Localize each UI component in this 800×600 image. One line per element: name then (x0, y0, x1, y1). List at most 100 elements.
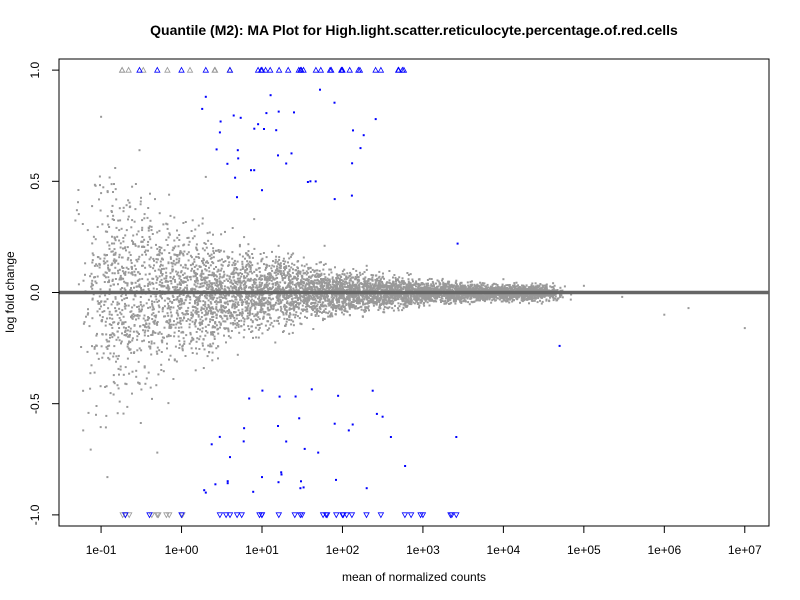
background-point (354, 277, 357, 280)
background-point (166, 347, 168, 350)
background-point (180, 271, 183, 274)
background-point (184, 221, 187, 223)
background-point (390, 283, 393, 286)
background-point (271, 286, 274, 289)
background-point (199, 324, 202, 327)
non-significant-point (365, 264, 368, 267)
background-point (241, 255, 244, 258)
background-point (120, 342, 122, 345)
background-point (256, 293, 259, 296)
background-point (177, 271, 180, 274)
background-point (130, 281, 133, 284)
background-point (343, 283, 346, 286)
background-point (168, 252, 171, 254)
background-point (85, 315, 87, 318)
background-point (106, 191, 109, 194)
background-point (344, 286, 347, 289)
background-point (506, 288, 509, 291)
background-point (412, 301, 415, 304)
background-point (125, 304, 128, 307)
background-point (345, 304, 348, 306)
background-point (511, 300, 514, 303)
background-point (240, 286, 243, 289)
background-point (181, 299, 184, 302)
background-point (361, 272, 364, 275)
background-point (348, 285, 351, 288)
background-point (184, 299, 187, 301)
background-point (212, 319, 214, 322)
background-point (332, 293, 335, 296)
background-point (345, 298, 347, 301)
background-point (87, 411, 90, 414)
background-point (105, 271, 108, 274)
background-point (236, 322, 239, 324)
background-point (127, 268, 130, 270)
background-point (109, 336, 111, 339)
background-point (161, 308, 164, 310)
background-point (201, 247, 204, 250)
background-point (90, 272, 93, 275)
background-point (427, 282, 429, 285)
background-point (139, 303, 142, 306)
background-point (213, 252, 215, 255)
background-point (221, 317, 224, 320)
background-point (348, 279, 351, 282)
background-point (218, 308, 221, 311)
background-point (149, 238, 152, 241)
background-point (141, 226, 144, 229)
background-point (349, 277, 352, 280)
background-point (179, 287, 182, 289)
background-point (207, 305, 210, 308)
background-point (288, 289, 291, 292)
background-point (253, 301, 256, 304)
background-point (446, 282, 449, 285)
background-point (256, 262, 259, 265)
background-point (140, 196, 142, 199)
background-point (148, 264, 151, 267)
background-point (199, 318, 202, 321)
background-point (219, 326, 221, 329)
background-point (231, 251, 234, 254)
background-point (155, 281, 158, 284)
non-significant-point (156, 451, 159, 454)
background-point (143, 246, 146, 248)
background-point (531, 296, 534, 299)
background-point (319, 281, 322, 284)
background-point (257, 336, 260, 339)
background-point (209, 301, 212, 304)
background-point (182, 337, 185, 340)
background-point (247, 298, 250, 301)
background-point (238, 288, 240, 291)
background-point (218, 289, 221, 292)
background-point (165, 267, 168, 270)
background-point (180, 298, 183, 301)
background-point (182, 252, 185, 255)
background-point (502, 296, 505, 299)
background-point (107, 264, 110, 267)
background-point (482, 288, 485, 291)
background-point (141, 308, 143, 311)
background-point (491, 284, 494, 287)
background-point (137, 360, 140, 363)
background-point (170, 314, 173, 317)
background-point (213, 335, 216, 338)
background-point (91, 345, 93, 348)
background-point (113, 258, 116, 261)
background-point (291, 271, 294, 274)
background-point (122, 373, 125, 376)
background-point (531, 282, 534, 285)
background-point (141, 277, 144, 280)
background-point (228, 277, 231, 280)
background-point (395, 282, 398, 285)
background-point (453, 295, 456, 298)
background-point (371, 289, 374, 292)
background-point (243, 279, 246, 282)
background-point (147, 240, 150, 243)
background-point (135, 318, 137, 321)
background-point (337, 281, 340, 283)
background-point (403, 293, 406, 296)
background-point (143, 365, 146, 368)
background-point (274, 271, 276, 274)
background-point (366, 297, 369, 300)
background-point (136, 349, 139, 352)
